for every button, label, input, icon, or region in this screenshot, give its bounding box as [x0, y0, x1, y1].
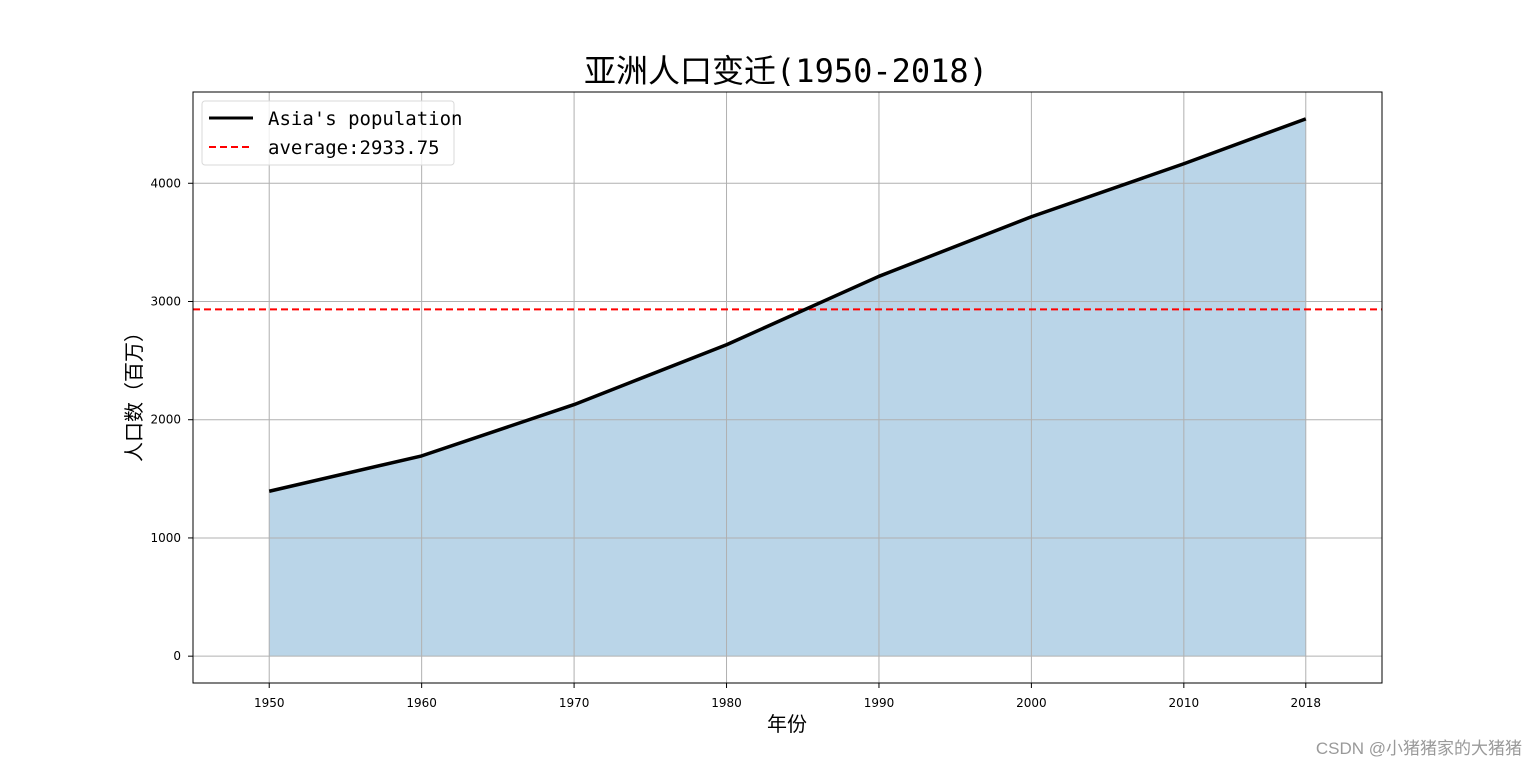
y-tick-label: 0	[173, 649, 181, 663]
x-tick-label: 2000	[1016, 696, 1047, 710]
x-tick-label: 2018	[1291, 696, 1322, 710]
y-tick-label: 4000	[150, 176, 181, 190]
y-tick-label: 1000	[150, 531, 181, 545]
x-tick-label: 1980	[711, 696, 742, 710]
x-axis-label: 年份	[767, 712, 807, 736]
chart-title: 亚洲人口变迁(1950-2018)	[584, 52, 988, 90]
y-tick-label: 2000	[150, 413, 181, 427]
legend-label-average: average:2933.75	[268, 137, 440, 159]
x-tick-label: 1970	[559, 696, 590, 710]
x-tick-label: 1950	[254, 696, 285, 710]
legend: Asia's population average:2933.75	[201, 100, 462, 166]
x-tick-label: 2010	[1169, 696, 1200, 710]
y-axis-label: 人口数（百万）	[122, 322, 146, 462]
legend-label-population: Asia's population	[268, 108, 462, 130]
y-tick-label: 3000	[150, 294, 181, 308]
area-fill	[269, 118, 1306, 657]
plot-frame	[192, 91, 1383, 684]
x-tick-label: 1990	[864, 696, 895, 710]
x-tick-label: 1960	[406, 696, 437, 710]
legend-box	[201, 100, 455, 166]
population-line	[268, 117, 1307, 493]
watermark: CSDN @小猪猪家的大猪猪	[1315, 739, 1522, 758]
plot-area: 1950 1960 1970 1980 1990 2000 2010 2018 0 1000 200…	[150, 91, 1383, 710]
